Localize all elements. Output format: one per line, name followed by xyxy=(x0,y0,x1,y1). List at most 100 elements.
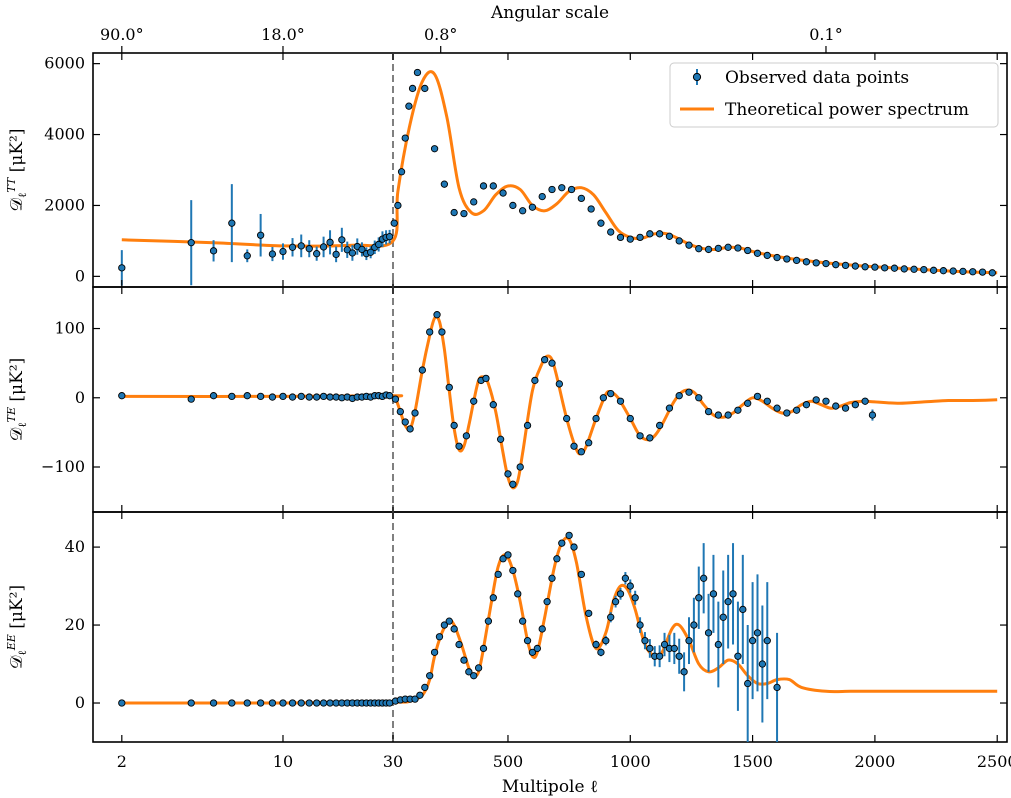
data-point-EE-46 xyxy=(484,617,493,625)
data-point-EE-85 xyxy=(685,636,693,645)
data-point-TE-42 xyxy=(482,374,490,383)
x-tick-label-1: 10 xyxy=(273,752,293,771)
data-point-TT-81 xyxy=(881,264,889,272)
data-point-TT-90 xyxy=(969,268,977,276)
data-point-EE-47 xyxy=(489,594,497,602)
legend-observed-marker xyxy=(692,72,702,82)
data-point-TE-34 xyxy=(433,311,441,319)
data-point-EE-38 xyxy=(445,617,453,625)
data-point-EE-58 xyxy=(543,598,551,606)
data-point-TE-1 xyxy=(187,395,195,403)
y-axis-label-sub-EE: ℓ xyxy=(16,650,29,655)
data-point-TE-58 xyxy=(599,394,608,402)
data-point-TT-44 xyxy=(518,207,527,215)
data-point-TE-54 xyxy=(570,442,578,450)
data-point-TT-60 xyxy=(675,237,683,245)
y-tick-label-TT-2: 4000 xyxy=(44,125,85,144)
legend-theory-label: Theoretical power spectrum xyxy=(725,100,969,120)
x-tick-label-4: 1000 xyxy=(610,752,651,771)
data-point-TT-19 xyxy=(358,245,366,254)
data-point-TT-85 xyxy=(920,265,928,274)
y-tick-label-EE-1: 20 xyxy=(65,615,85,634)
data-point-TT-66 xyxy=(734,244,742,252)
data-point-EE-60 xyxy=(553,555,561,563)
data-point-EE-92 xyxy=(719,613,727,621)
data-point-TT-27 xyxy=(390,219,398,227)
data-point-TE-9 xyxy=(297,392,305,401)
legend-observed-label: Observed data points xyxy=(725,68,909,88)
data-point-EE-70 xyxy=(611,598,620,606)
x-tick-label-3: 500 xyxy=(493,752,524,771)
data-point-EE-11 xyxy=(313,699,321,707)
data-point-TE-50 xyxy=(541,356,549,364)
data-point-TT-48 xyxy=(558,184,566,192)
data-point-TT-69 xyxy=(763,251,771,260)
data-point-TE-45 xyxy=(504,470,512,478)
data-point-TT-54 xyxy=(616,233,625,242)
top-tick-label-2: 0.8° xyxy=(424,25,457,44)
data-point-TT-32 xyxy=(408,84,417,93)
data-point-TT-36 xyxy=(440,180,449,188)
data-point-TE-64 xyxy=(655,421,664,430)
data-point-EE-76 xyxy=(641,636,649,645)
data-point-EE-13 xyxy=(326,699,334,707)
data-point-EE-54 xyxy=(523,636,532,645)
data-point-TE-83 xyxy=(841,404,850,412)
y-axis-label-sup-TT: TT xyxy=(5,176,18,193)
data-point-TE-68 xyxy=(695,394,703,402)
data-point-TE-53 xyxy=(563,414,571,423)
data-point-EE-48 xyxy=(494,570,502,579)
data-point-TT-61 xyxy=(685,241,693,249)
data-point-TE-46 xyxy=(509,480,517,488)
data-point-TE-35 xyxy=(438,328,446,336)
data-point-TT-40 xyxy=(479,182,488,190)
data-point-EE-62 xyxy=(565,531,573,540)
data-point-TT-15 xyxy=(338,236,346,244)
data-point-EE-79 xyxy=(655,652,664,660)
top-tick-label-0: 90.0° xyxy=(100,25,144,44)
data-point-TE-39 xyxy=(462,432,471,440)
data-point-TT-41 xyxy=(489,182,497,190)
data-point-EE-43 xyxy=(470,672,478,680)
data-point-TE-59 xyxy=(607,389,615,398)
data-point-TE-66 xyxy=(675,392,683,400)
data-point-EE-53 xyxy=(518,617,527,625)
data-point-EE-90 xyxy=(709,590,718,598)
data-point-TT-45 xyxy=(528,203,537,211)
data-point-TT-29 xyxy=(397,168,406,176)
data-point-EE-84 xyxy=(680,668,688,676)
data-point-EE-72 xyxy=(621,574,630,582)
data-point-TE-61 xyxy=(626,414,634,423)
y-tick-label-TE-0: −100 xyxy=(41,457,85,476)
x-tick-label-2: 30 xyxy=(383,752,403,771)
data-point-EE-36 xyxy=(435,633,444,641)
data-point-EE-80 xyxy=(660,640,669,649)
data-point-EE-9 xyxy=(297,699,305,707)
data-point-EE-61 xyxy=(558,539,566,547)
data-point-EE-89 xyxy=(704,629,713,637)
data-point-EE-67 xyxy=(597,648,605,656)
y-axis-label-TT: 𝒟ℓTT [μK²] xyxy=(5,129,29,212)
data-point-TE-85 xyxy=(861,397,869,405)
data-point-TT-70 xyxy=(773,253,781,262)
data-point-TE-77 xyxy=(783,409,791,417)
data-point-EE-8 xyxy=(288,699,297,707)
panel-series-TT xyxy=(118,68,998,286)
panel-series-TE xyxy=(118,311,998,490)
data-point-TE-8 xyxy=(288,393,297,401)
data-point-TE-84 xyxy=(851,401,859,409)
series-layer xyxy=(118,68,998,742)
data-point-TE-56 xyxy=(585,439,593,447)
data-point-TT-38 xyxy=(460,209,468,218)
y-axis-label-unit-EE: [μK²] xyxy=(7,585,27,634)
data-point-EE-95 xyxy=(734,652,742,660)
data-point-TE-13 xyxy=(326,393,334,401)
data-point-EE-7 xyxy=(279,699,287,707)
data-point-TE-60 xyxy=(616,397,625,405)
data-point-TT-13 xyxy=(326,238,334,246)
data-point-EE-73 xyxy=(626,582,634,590)
y-axis-label-sup-EE: EE xyxy=(5,634,18,651)
data-point-TT-10 xyxy=(305,245,313,253)
data-point-EE-42 xyxy=(465,668,473,676)
